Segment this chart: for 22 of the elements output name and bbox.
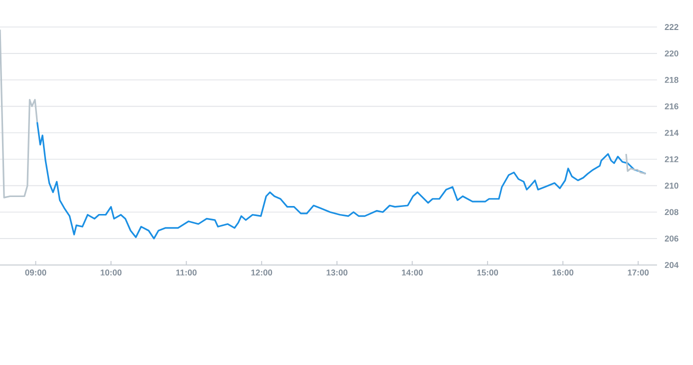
x-tick-label: 12:00: [251, 270, 272, 276]
line-series: [36, 121, 647, 240]
x-tick-label: 14:00: [402, 270, 423, 276]
y-tick-label: 212: [664, 156, 678, 162]
y-tick-label: 218: [664, 76, 678, 83]
y-tick-label: 216: [664, 103, 678, 110]
x-tick-label: 16:00: [552, 270, 574, 276]
y-tick-label: 204: [664, 262, 679, 268]
y-tick-label: 208: [664, 209, 678, 216]
line-series: [625, 153, 647, 175]
y-tick-label: 206: [664, 236, 678, 242]
y-tick-label: 220: [664, 50, 678, 56]
y-tick-label: 214: [664, 130, 679, 136]
y-tick-label: 222: [664, 24, 678, 30]
y-tick-label: 210: [664, 182, 678, 189]
x-tick-label: 15:00: [477, 270, 498, 276]
x-tick-label: 13:00: [326, 270, 348, 276]
x-tick-label: 11:00: [176, 270, 197, 276]
x-tick-label: 09:00: [25, 270, 46, 276]
x-tick-label: 17:00: [628, 270, 649, 276]
line-series: [0, 28, 38, 198]
x-tick-label: 10:00: [100, 270, 122, 276]
